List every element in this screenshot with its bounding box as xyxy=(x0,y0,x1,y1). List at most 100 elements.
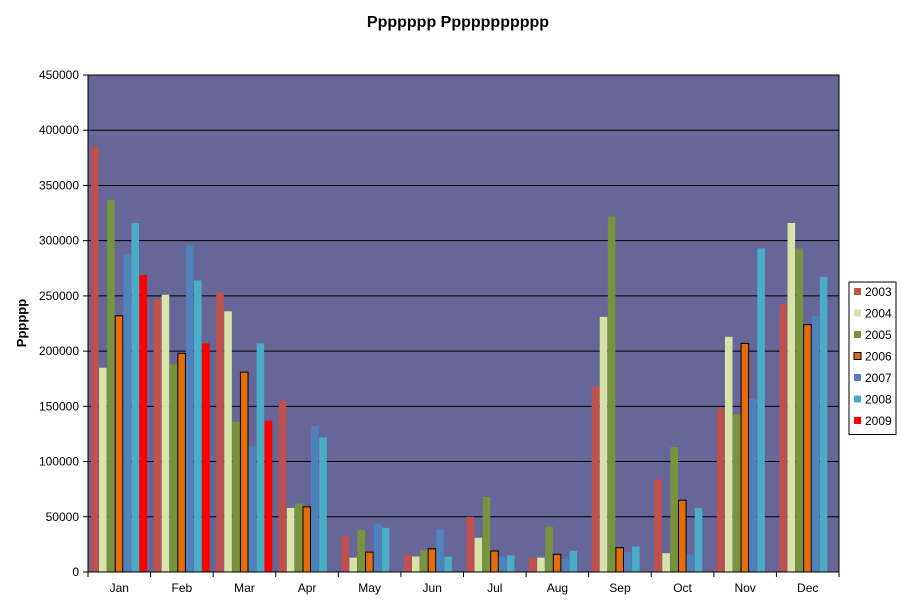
legend-label-2007: 2007 xyxy=(865,371,892,385)
bar-2005-Mar xyxy=(232,421,240,572)
bar-2005-Aug xyxy=(545,526,553,572)
bar-2009-Mar xyxy=(264,420,273,572)
bar-2007-Jan xyxy=(123,253,131,573)
y-tick-label: 300000 xyxy=(39,234,79,248)
x-tick-label: Jun xyxy=(423,581,442,595)
bar-2007-Apr xyxy=(311,426,319,572)
bar-2003-Dec xyxy=(779,304,787,572)
y-tick-label: 100000 xyxy=(39,455,79,469)
y-tick-labels: 0 50000 100000 150000 200000 250000 300000 3500… xyxy=(39,68,79,579)
bar-2006-Jan xyxy=(114,315,124,573)
bar-2006-Nov xyxy=(740,342,750,573)
y-tick-label: 450000 xyxy=(39,68,79,82)
chart-title: Ppppppp Ppppppppppp xyxy=(367,14,549,31)
bar-2005-Jan xyxy=(107,199,115,573)
y-tick-label: 50000 xyxy=(46,510,80,524)
legend-label-2006: 2006 xyxy=(865,350,892,364)
legend-swatch-2003 xyxy=(854,288,861,295)
bar-2009-Jan xyxy=(139,274,148,572)
x-tick-label: Oct xyxy=(673,581,692,595)
bar-2003-May xyxy=(341,535,349,572)
y-tick-label: 0 xyxy=(72,565,79,579)
bar-2004-May xyxy=(349,557,357,572)
bar-2008-May xyxy=(381,527,390,572)
bar-2007-Sep xyxy=(624,552,632,572)
bar-2005-Nov xyxy=(733,414,741,572)
bar-2009-Feb xyxy=(202,343,210,572)
legend-swatch-2009 xyxy=(854,417,861,424)
bar-2006-Oct xyxy=(678,499,687,573)
plot-area xyxy=(88,75,839,572)
bar-2004-Apr xyxy=(286,507,295,572)
bar-2008-Feb xyxy=(194,280,202,572)
bar-2006-Jun xyxy=(427,548,437,573)
x-tick-label: Mar xyxy=(234,581,255,595)
legend-label-2009: 2009 xyxy=(865,414,892,428)
bar-2003-Jan xyxy=(91,146,99,573)
bar-2008-Aug xyxy=(569,551,578,572)
bar-2003-Feb xyxy=(153,299,162,572)
x-tick-label: May xyxy=(358,581,381,595)
bar-2005-Apr xyxy=(294,503,303,572)
bar-2004-Jun xyxy=(412,556,420,572)
y-tick-label: 350000 xyxy=(39,178,79,192)
y-axis-label: Pppppp xyxy=(14,299,29,347)
x-tick-label: Nov xyxy=(734,581,755,595)
bar-2006-Sep xyxy=(615,547,624,573)
bar-2007-May xyxy=(373,523,382,572)
x-tick-label: Jul xyxy=(487,581,502,595)
bar-2008-Dec xyxy=(819,277,828,572)
legend-label-2004: 2004 xyxy=(865,307,892,321)
bar-2003-Mar xyxy=(216,292,224,572)
bar-2005-Dec xyxy=(795,248,804,572)
x-tick-label: Aug xyxy=(547,581,568,595)
bar-2006-Dec xyxy=(803,324,812,573)
bar-2006-Apr xyxy=(302,506,312,573)
bar-2006-Jul xyxy=(490,550,499,573)
bar-2004-Mar xyxy=(224,311,232,572)
x-tick-labels: Jan Feb Mar Apr May Jun Jul Aug Sep Oct Nov Dec xyxy=(110,581,819,595)
bar-2006-Feb xyxy=(177,352,186,573)
bar-2003-Jun xyxy=(403,554,412,572)
bar-2004-Jul xyxy=(474,537,483,572)
x-tick-label: Dec xyxy=(797,581,818,595)
bar-2008-Sep xyxy=(632,546,640,572)
legend: 2003 2004 2005 2006 2007 2008 2009 xyxy=(848,281,897,435)
bar-2008-Nov xyxy=(757,248,765,572)
bar-2007-Mar xyxy=(248,446,257,572)
bar-2007-Aug xyxy=(561,558,569,572)
bar-2003-Jul xyxy=(466,516,475,572)
bar-2005-Jun xyxy=(420,549,428,572)
bar-2004-Oct xyxy=(662,553,670,572)
legend-swatch-2006 xyxy=(853,352,862,360)
x-tick-label: Apr xyxy=(298,581,317,595)
bar-2005-Sep xyxy=(607,216,616,572)
bar-2008-Apr xyxy=(319,437,327,572)
bar-2007-Oct xyxy=(686,554,695,572)
bar-2008-Jan xyxy=(131,223,139,572)
legend-label-2003: 2003 xyxy=(865,285,892,299)
x-tick-label: Jan xyxy=(110,581,129,595)
legend-swatch-2008 xyxy=(854,395,861,403)
legend-swatch-2007 xyxy=(854,374,861,381)
legend-label-2008: 2008 xyxy=(865,393,892,407)
bar-2003-Aug xyxy=(529,557,537,572)
bar-2008-Jul xyxy=(506,555,515,572)
bar-2003-Sep xyxy=(591,386,600,572)
y-tick-label: 400000 xyxy=(39,123,79,137)
bar-2003-Oct xyxy=(654,479,662,572)
bar-2007-Dec xyxy=(811,315,820,572)
bar-2008-Oct xyxy=(694,507,703,572)
bar-2006-May xyxy=(365,551,374,573)
axes xyxy=(83,74,840,577)
legend-swatch-2004 xyxy=(854,309,861,317)
bar-2003-Apr xyxy=(278,400,287,572)
bar-2007-Nov xyxy=(749,398,757,572)
bar-2004-Nov xyxy=(724,336,733,572)
y-tick-label: 200000 xyxy=(39,344,79,358)
bar-2004-Jan xyxy=(99,367,107,572)
bars xyxy=(91,146,828,573)
bar-2007-Jun xyxy=(436,528,444,572)
bar-2005-May xyxy=(357,530,366,572)
